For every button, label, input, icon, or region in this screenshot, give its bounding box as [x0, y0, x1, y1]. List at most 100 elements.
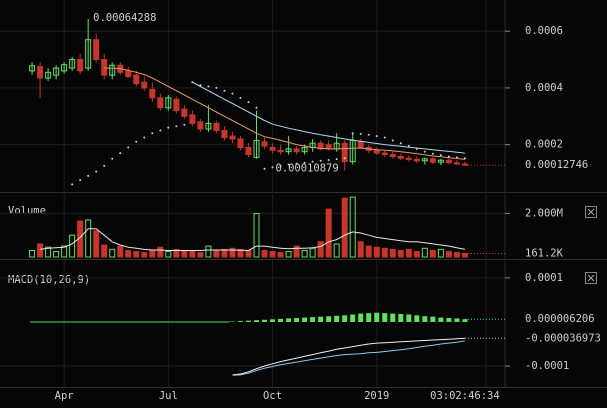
- indicator-line: [192, 81, 465, 154]
- sar-dot: [111, 157, 114, 160]
- histogram-bar: [414, 315, 420, 322]
- sar-dot: [367, 133, 370, 136]
- last-hist-label: 0.000006206: [525, 313, 595, 325]
- histogram-bar: [430, 316, 436, 322]
- candle-body: [357, 141, 364, 148]
- volume-bar: [285, 251, 292, 258]
- sar-dot: [375, 135, 378, 138]
- candle-body: [53, 67, 60, 76]
- volume-bar: [189, 251, 196, 258]
- y-tick-label: 0.0002: [525, 139, 563, 151]
- sar-dot: [423, 150, 426, 153]
- candle-body: [85, 39, 92, 69]
- candle-body: [173, 98, 180, 112]
- candle-body: [189, 114, 196, 124]
- sar-dot: [119, 152, 122, 155]
- volume-bar: [389, 248, 396, 258]
- volume-bar: [381, 247, 388, 258]
- volume-bar: [277, 252, 284, 258]
- volume-bar: [357, 241, 364, 258]
- sar-dot: [255, 106, 258, 109]
- histogram-bar: [438, 317, 444, 322]
- histogram-bar: [318, 316, 324, 322]
- candle-body: [421, 158, 428, 162]
- volume-bar: [397, 249, 404, 258]
- candle-body: [397, 156, 404, 159]
- candle-body: [253, 139, 260, 158]
- sar-dot: [231, 92, 234, 95]
- candle-body: [301, 146, 308, 153]
- volume-bar: [429, 249, 436, 258]
- volume-bar: [37, 243, 44, 258]
- volume-bar: [93, 230, 100, 258]
- y-tick-label: 2.000M: [525, 207, 563, 219]
- sar-dot: [359, 132, 362, 135]
- sar-dot: [167, 126, 170, 129]
- histogram-bar: [454, 318, 460, 322]
- histogram-bar: [350, 314, 356, 322]
- candle-body: [69, 59, 76, 69]
- sar-dot: [247, 101, 250, 104]
- sar-dot: [87, 174, 90, 177]
- sar-dot: [279, 164, 282, 167]
- volume-bar: [269, 251, 276, 258]
- histogram-bar: [229, 321, 235, 323]
- last-price-label: 0.00012746: [525, 159, 588, 171]
- candle-body: [413, 158, 420, 162]
- histogram-bar: [462, 319, 468, 322]
- candle-body: [261, 141, 268, 147]
- histogram-bar: [358, 313, 364, 322]
- candle-body: [293, 148, 300, 153]
- candle-body: [77, 59, 84, 72]
- sar-dot: [215, 86, 218, 89]
- histogram-bar: [237, 321, 243, 322]
- histogram-bar: [278, 318, 284, 322]
- candle-body: [325, 144, 332, 150]
- volume-bar: [29, 249, 36, 258]
- histogram-bar: [406, 314, 412, 322]
- candle-body: [109, 64, 116, 76]
- volume-bar: [413, 251, 420, 258]
- candle-body: [245, 146, 252, 156]
- histogram-bar: [326, 316, 332, 322]
- candle-body: [157, 97, 164, 109]
- sar-dot: [95, 170, 98, 173]
- candle-body: [165, 97, 172, 109]
- histogram-bar: [262, 319, 268, 322]
- indicator-line: [104, 67, 465, 160]
- volume-bar: [205, 245, 212, 258]
- pane-title: Volume: [8, 205, 46, 217]
- candle-body: [197, 121, 204, 130]
- candle-body: [453, 162, 460, 165]
- sar-dot: [351, 132, 354, 135]
- volume-bar: [317, 241, 324, 258]
- candle-body: [37, 66, 44, 79]
- volume-bar: [421, 247, 428, 258]
- volume-bar: [173, 248, 180, 258]
- indicator-line: [232, 340, 465, 376]
- candle-body: [181, 108, 188, 117]
- sar-dot: [127, 146, 130, 149]
- sar-dot: [71, 183, 74, 186]
- candle-body: [213, 122, 220, 131]
- candle-body: [269, 146, 276, 151]
- sar-dot: [287, 163, 290, 166]
- sar-dot: [455, 156, 458, 159]
- histogram-bar: [382, 313, 388, 322]
- close-button[interactable]: [585, 272, 597, 284]
- volume-bar: [437, 248, 444, 258]
- x-tick-label: Jul: [159, 390, 178, 402]
- sar-dot: [151, 132, 154, 135]
- histogram-bar: [294, 317, 300, 322]
- volume-bar: [197, 252, 204, 258]
- candle-body: [237, 138, 244, 148]
- close-button[interactable]: [585, 206, 597, 218]
- volume-bar: [461, 252, 468, 258]
- histogram-bar: [446, 317, 452, 322]
- sar-dot: [239, 96, 242, 99]
- x-tick-label: 2019: [364, 390, 389, 402]
- volume-bar: [109, 248, 116, 258]
- sar-dot: [207, 85, 210, 88]
- volume-bar: [69, 234, 76, 258]
- sar-dot: [311, 160, 314, 163]
